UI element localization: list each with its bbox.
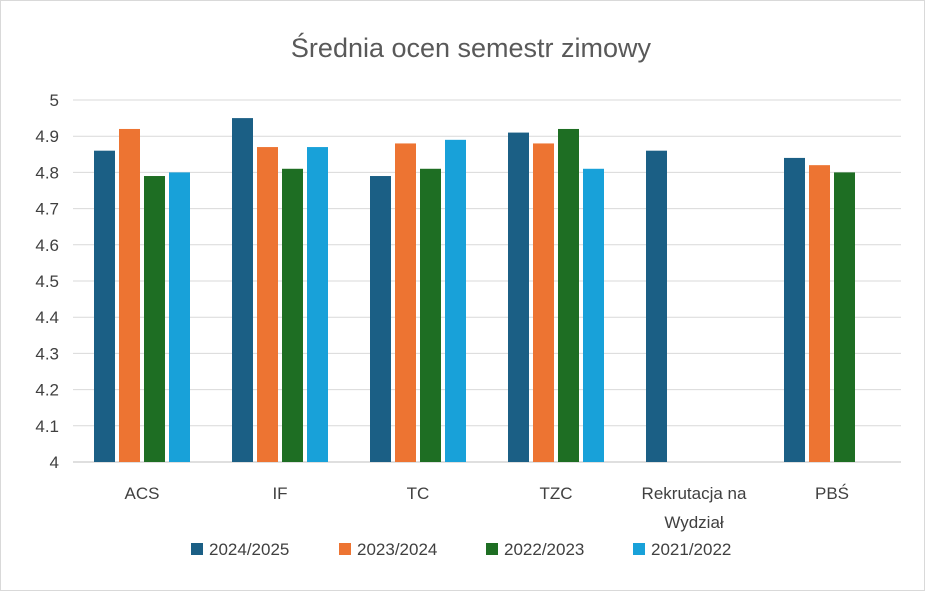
bar: [834, 172, 855, 462]
bar: [533, 143, 554, 462]
legend-label: 2023/2024: [357, 540, 437, 559]
bar: [420, 168, 441, 462]
bar: [144, 176, 165, 462]
y-tick-label: 4.7: [35, 200, 59, 219]
y-tick-label: 4.1: [35, 417, 59, 436]
bar: [583, 168, 604, 462]
bar: [395, 143, 416, 462]
y-tick-label: 5: [50, 91, 59, 110]
bar: [232, 118, 253, 462]
bar: [809, 165, 830, 462]
bar: [784, 157, 805, 463]
x-category-label: TZC: [539, 484, 572, 503]
y-tick-label: 4.3: [35, 344, 59, 363]
x-category-label: PBŚ: [815, 484, 849, 503]
x-axis-categories: ACS IF TC TZC Rekrutacja na Wydział PBŚ: [125, 484, 850, 532]
bars: [94, 118, 855, 463]
x-category-label: Rekrutacja na Wydział: [642, 484, 747, 532]
x-category-label: TC: [407, 484, 430, 503]
legend-swatch: [486, 543, 498, 555]
legend: 2024/2025 2023/2024 2022/2023 2021/2022: [191, 540, 731, 559]
bar: [646, 150, 667, 462]
x-category-label: ACS: [125, 484, 160, 503]
legend-label: 2021/2022: [651, 540, 731, 559]
y-tick-label: 4.4: [35, 308, 59, 327]
legend-swatch: [339, 543, 351, 555]
y-tick-label: 4.9: [35, 127, 59, 146]
y-tick-label: 4.5: [35, 272, 59, 291]
y-tick-label: 4: [50, 453, 59, 472]
gridlines: [73, 99, 901, 463]
bar: [307, 147, 328, 462]
bar: [94, 150, 115, 462]
bar: [257, 147, 278, 462]
x-category-label: IF: [272, 484, 287, 503]
y-axis-ticks: 4 4.1 4.2 4.3 4.4 4.5 4.6 4.7 4.8 4.9 5: [35, 91, 59, 472]
bar: [169, 172, 190, 462]
chart-title: Średnia ocen semestr zimowy: [291, 31, 652, 63]
y-tick-label: 4.2: [35, 381, 59, 400]
bar: [119, 128, 140, 462]
y-tick-label: 4.8: [35, 163, 59, 182]
bar: [558, 128, 579, 462]
bar: [282, 168, 303, 462]
legend-label: 2024/2025: [209, 540, 289, 559]
y-tick-label: 4.6: [35, 236, 59, 255]
bar: [370, 176, 391, 462]
legend-swatch: [633, 543, 645, 555]
bar: [508, 132, 529, 462]
legend-swatch: [191, 543, 203, 555]
bar: [445, 139, 466, 462]
legend-label: 2022/2023: [504, 540, 584, 559]
